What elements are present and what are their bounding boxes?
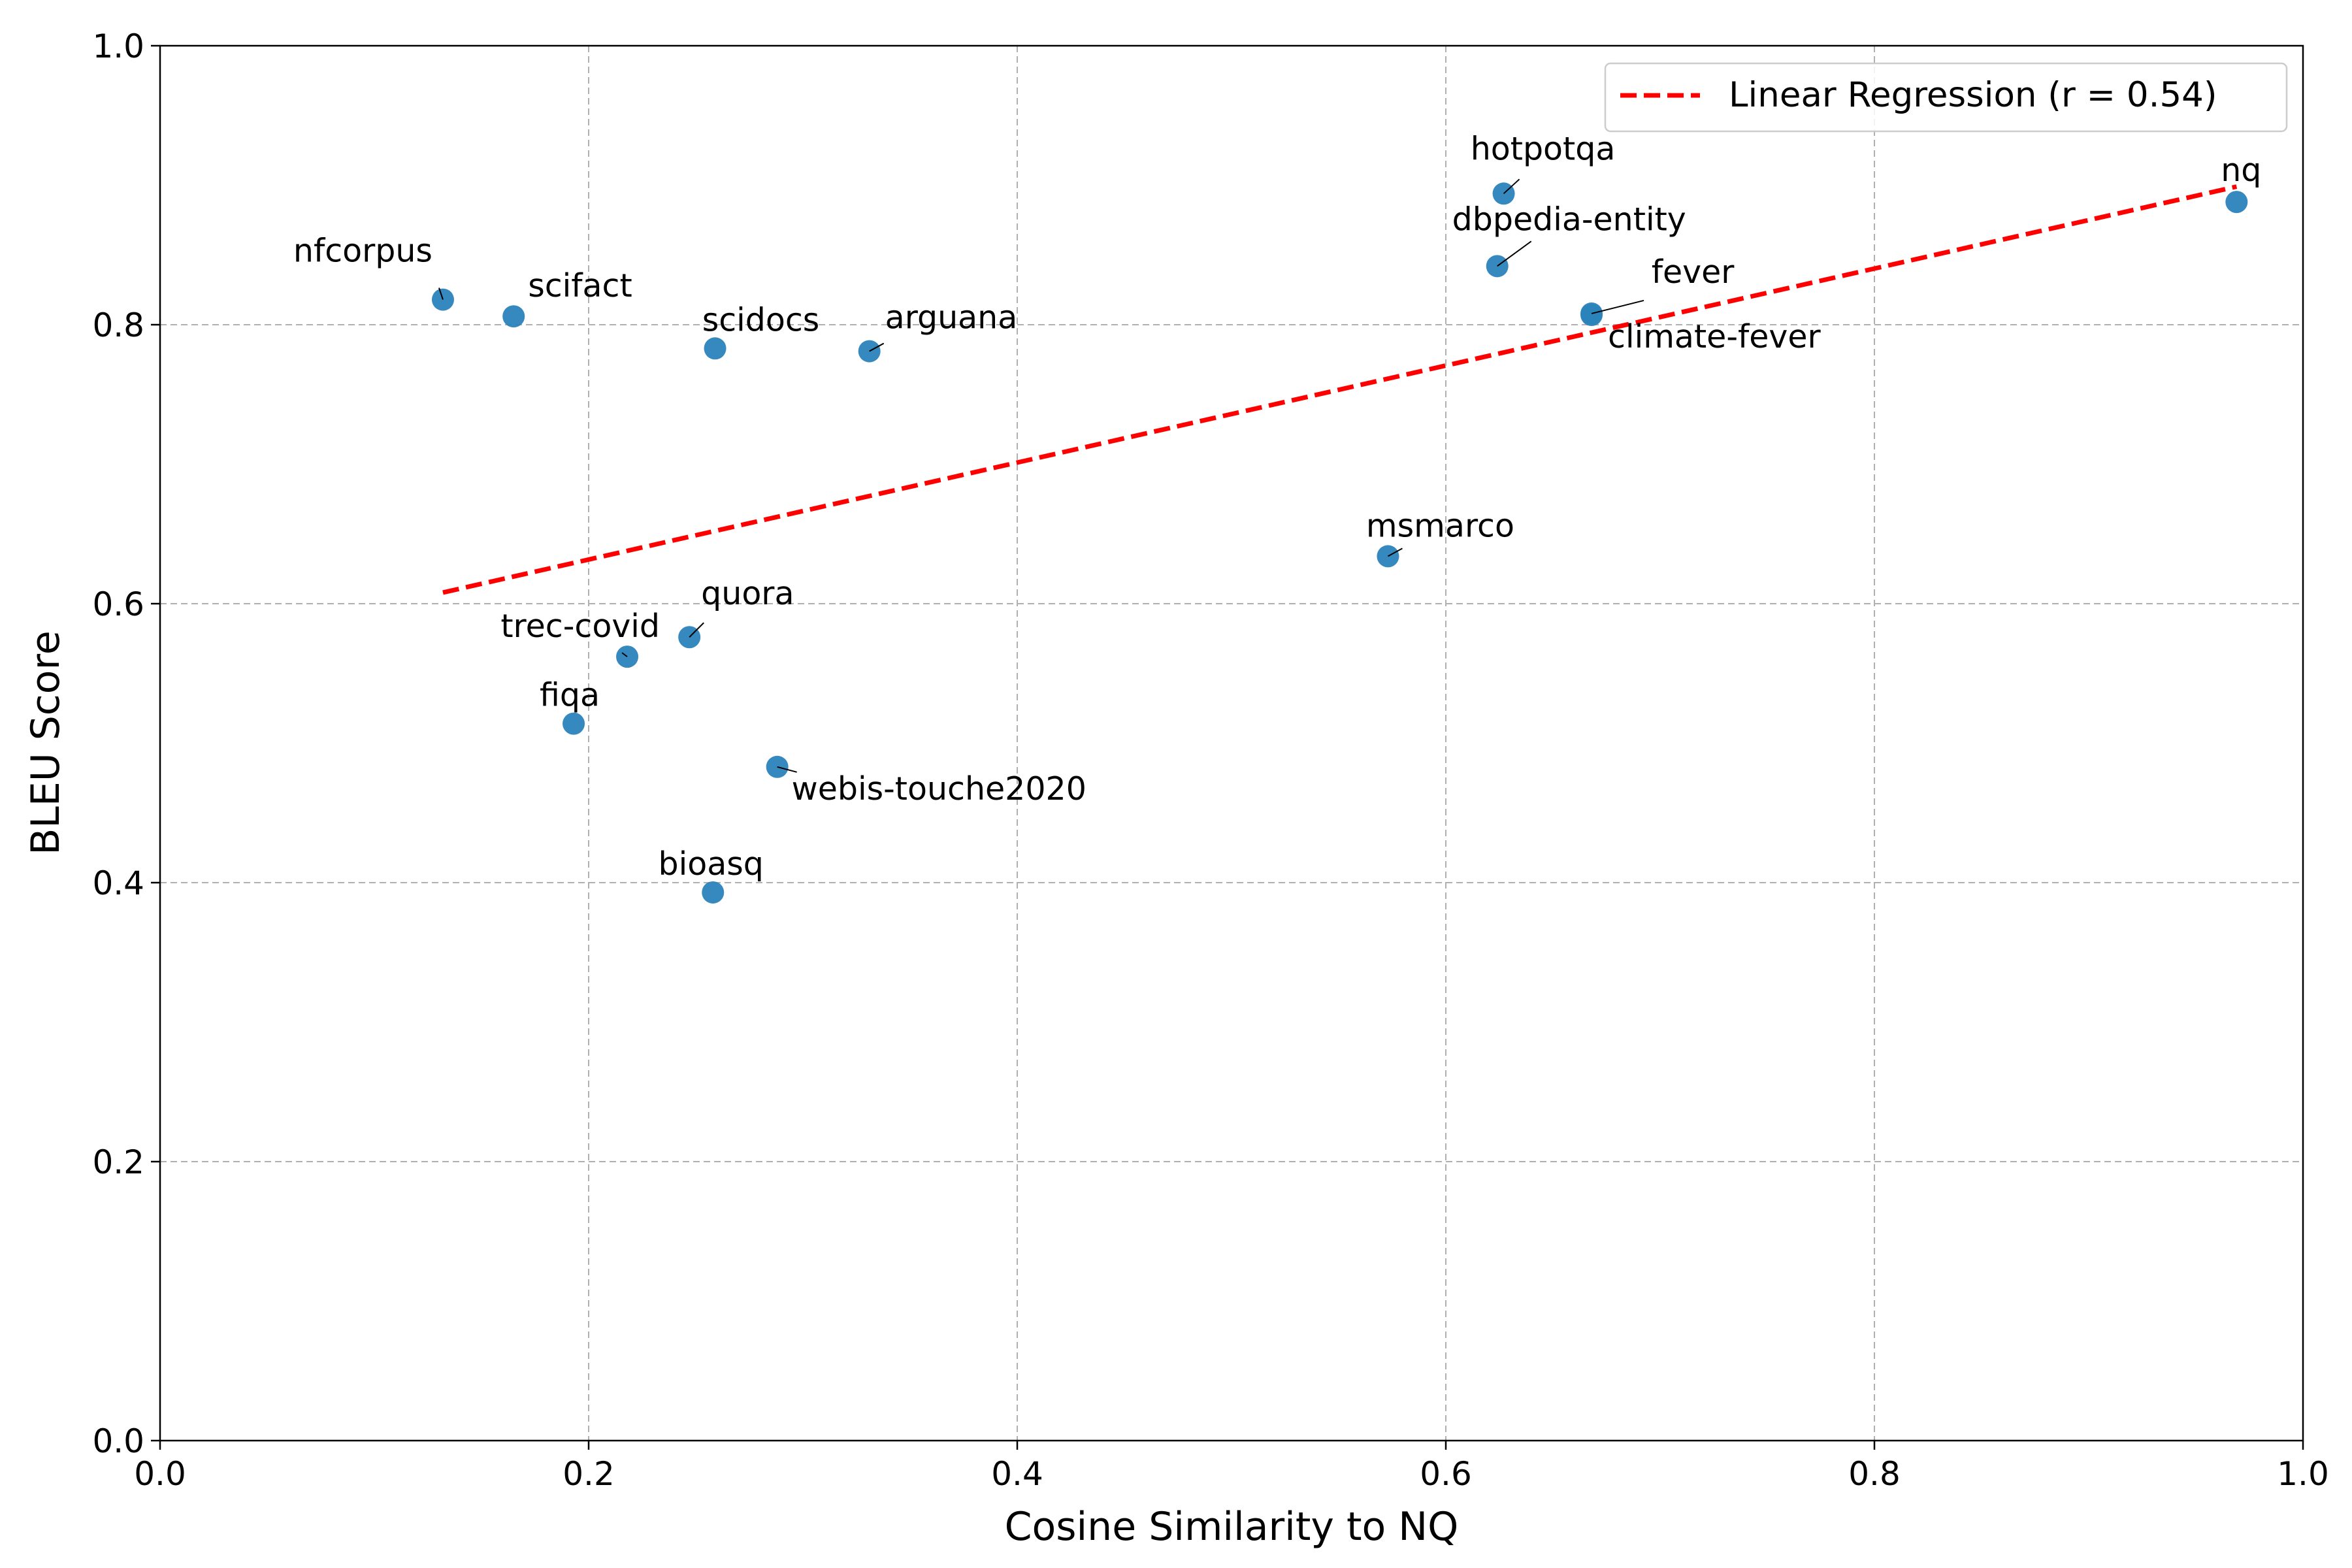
point-label: bioasq [659, 845, 764, 883]
label-leader [1503, 178, 1520, 195]
y-axis-title: BLEU Score [23, 630, 69, 855]
label-leader [1497, 240, 1532, 267]
x-tick-label: 0.0 [134, 1455, 186, 1493]
scatter-point [1580, 304, 1603, 327]
y-tick-label: 0.2 [92, 1143, 144, 1181]
regression-line [442, 184, 2238, 595]
x-tick-label: 0.6 [1420, 1455, 1472, 1493]
label-leaders [438, 178, 1644, 773]
y-tick-label: 0.6 [92, 585, 144, 623]
x-axis-title: Cosine Similarity to NQ [1005, 1504, 1459, 1550]
legend-regression-label: Linear Regression (r = 0.54) [1729, 75, 2217, 115]
label-leader [777, 766, 797, 773]
regression-layer [442, 184, 2238, 595]
y-tick-label: 0.8 [92, 306, 144, 344]
point-label: quora [701, 575, 794, 612]
x-tick-label: 1.0 [2277, 1455, 2329, 1493]
scatter-point [2225, 191, 2248, 214]
y-tick-label: 0.0 [92, 1422, 144, 1460]
label-leader [621, 652, 628, 657]
point-label: dbpedia-entity [1452, 201, 1686, 238]
point-label: fever [1652, 253, 1735, 291]
x-tick-label: 0.2 [563, 1455, 615, 1493]
label-leader [689, 622, 704, 638]
tick-labels: 0.0 0.2 0.4 0.6 0.8 1.0 0.0 0.2 0.4 0.6 0.8 1.0 [92, 27, 2328, 1493]
point-label: hotpotqa [1471, 130, 1616, 167]
point-label: climate-fever [1608, 318, 1821, 355]
scatter-point [563, 712, 585, 735]
y-tick-label: 1.0 [92, 27, 144, 65]
scatter-point [704, 337, 727, 360]
point-label: arguana [885, 299, 1018, 336]
plot-frame [159, 44, 2304, 1442]
point-label: scifact [528, 267, 632, 304]
ticks [151, 44, 2304, 1450]
point-labels: nfcorpus scifact scidocs arguana quora trec-c… [293, 130, 2262, 883]
label-leader [438, 287, 444, 300]
legend-box [1604, 62, 2288, 133]
scatter-point [702, 881, 725, 904]
point-label: fiqa [540, 677, 600, 714]
label-leader [869, 342, 885, 352]
scatter-point [502, 305, 525, 328]
point-label: trec-covid [500, 608, 660, 645]
x-tick-label: 0.8 [1848, 1455, 1901, 1493]
y-tick-label: 0.4 [92, 864, 144, 902]
x-tick-label: 0.4 [991, 1455, 1043, 1493]
label-leader [1387, 547, 1403, 557]
point-label: msmarco [1366, 507, 1514, 544]
point-label: webis-touche2020 [792, 770, 1086, 808]
point-label: scidocs [702, 301, 820, 338]
point-label: nq [2221, 152, 2261, 189]
point-label: nfcorpus [293, 233, 433, 270]
label-leader [1591, 299, 1644, 314]
legend: Linear Regression (r = 0.54) [1604, 62, 2288, 133]
